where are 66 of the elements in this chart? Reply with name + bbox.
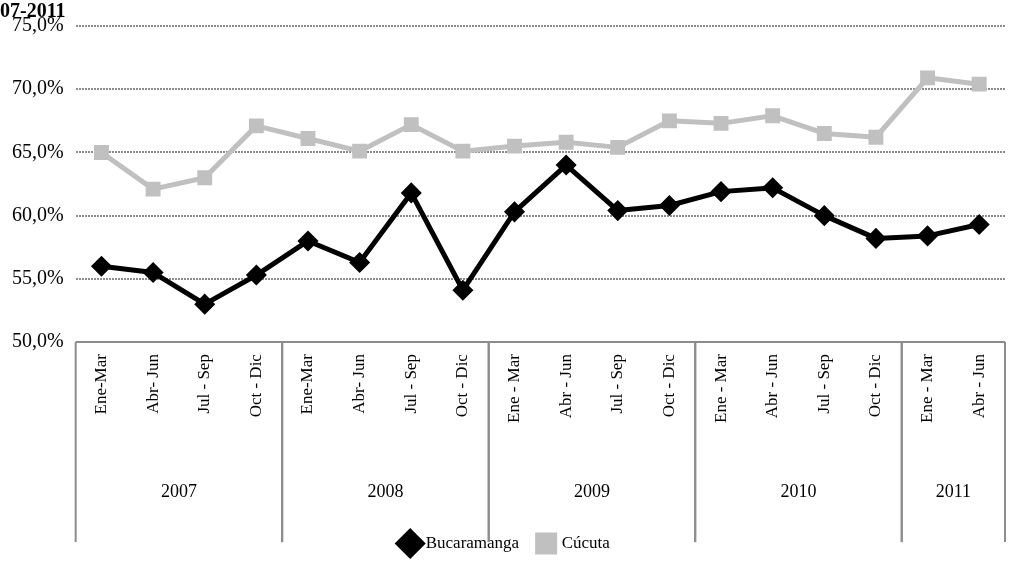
- point: [711, 182, 731, 202]
- point: [659, 196, 679, 216]
- point: [556, 155, 576, 175]
- point: [920, 70, 936, 86]
- x-tick-label: Jul - Sep: [194, 354, 214, 414]
- point: [918, 226, 938, 246]
- point: [816, 126, 832, 141]
- x-tick-label: Jul - Sep: [813, 354, 833, 414]
- x-tick-label: Ene - Mar: [917, 353, 937, 424]
- point: [558, 134, 574, 150]
- point: [401, 183, 421, 203]
- point: [765, 108, 781, 124]
- y-tick-label: 65,0%: [11, 139, 64, 162]
- point: [505, 202, 525, 222]
- point: [763, 178, 783, 198]
- point: [248, 118, 264, 134]
- x-tick-label: Jul - Sep: [607, 354, 627, 414]
- legend-label: Cúcuta: [561, 532, 611, 552]
- text: 2010: [780, 480, 817, 501]
- text: 2008: [367, 480, 404, 501]
- text: 2011: [935, 480, 972, 501]
- x-tick-label: Oct - Dic: [245, 353, 265, 418]
- point: [507, 138, 522, 154]
- point: [814, 206, 834, 226]
- x-tick-label: Abr - Jun: [968, 353, 988, 419]
- point: [453, 280, 473, 300]
- text: 2009: [573, 480, 610, 501]
- point: [455, 143, 471, 159]
- point: [298, 231, 318, 251]
- x-tick-label: Abr- Jun: [142, 353, 162, 414]
- x-tick-label: Abr - Jun: [762, 353, 782, 419]
- x-tick-label: Oct - Dic: [452, 353, 472, 418]
- point: [300, 131, 316, 146]
- x-tick-label: Ene - Mar: [710, 353, 730, 424]
- point: [610, 139, 626, 155]
- point: [350, 252, 370, 272]
- point: [246, 265, 266, 285]
- point: [94, 144, 109, 160]
- point: [403, 117, 419, 133]
- point: [971, 76, 987, 92]
- x-tick-label: Oct - Dic: [658, 353, 678, 418]
- x-tick-label: Abr - Jun: [555, 353, 575, 419]
- point: [195, 294, 215, 314]
- y-tick-label: 55,0%: [11, 266, 64, 289]
- point: [969, 215, 989, 234]
- point: [91, 256, 111, 276]
- point: [661, 113, 677, 129]
- point: [713, 115, 729, 131]
- y-tick-label: 60,0%: [11, 202, 64, 225]
- point: [868, 129, 884, 145]
- x-tick-label: Ene - Mar: [503, 353, 523, 424]
- y-tick-label: 50,0%: [11, 329, 64, 352]
- point: [143, 263, 163, 283]
- x-tick-label: Abr- Jun: [349, 353, 369, 414]
- point: [197, 170, 213, 186]
- x-tick-label: Oct - Dic: [865, 353, 885, 418]
- x-tick-label: Ene-Mar: [297, 353, 317, 415]
- point: [145, 181, 161, 197]
- point: [866, 228, 886, 248]
- point: [608, 201, 628, 221]
- legend-label: Bucaramanga: [425, 532, 520, 552]
- x-tick-label: Jul - Sep: [400, 354, 420, 414]
- y-tick-label: 70,0%: [11, 76, 64, 99]
- point: [352, 143, 368, 159]
- x-tick-label: Ene-Mar: [90, 353, 110, 415]
- text: 2007: [160, 480, 197, 501]
